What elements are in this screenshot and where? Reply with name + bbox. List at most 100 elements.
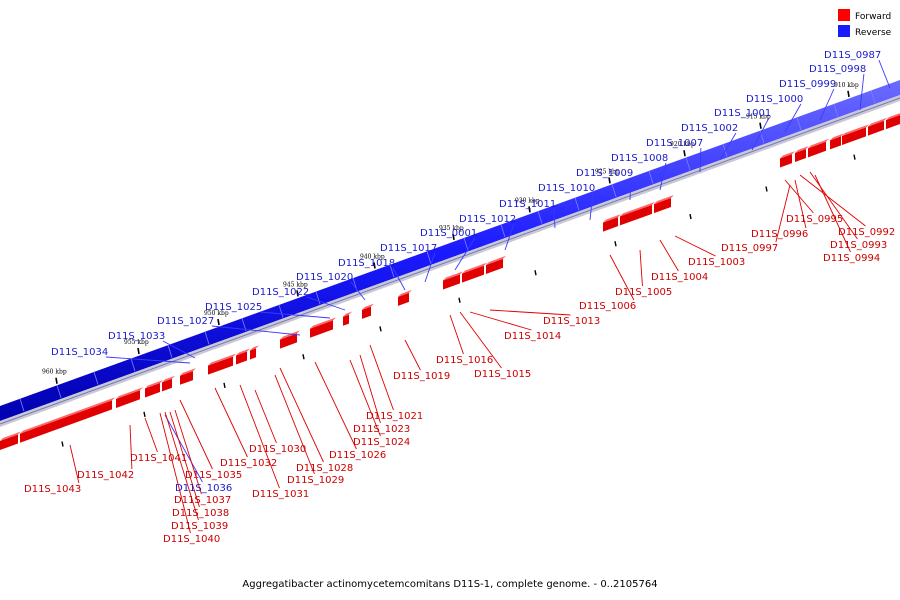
- reverse-gene-boundary: [93, 371, 99, 385]
- gene-label: D11S_1027: [157, 316, 214, 327]
- gene-label-leader: [699, 147, 702, 173]
- gene-label-leader: [878, 59, 891, 89]
- forward-gene: [443, 274, 460, 290]
- tick-mark: [528, 206, 531, 213]
- gene-label: D11S_1028: [296, 463, 353, 474]
- forward-gene: [362, 306, 371, 319]
- gene-label-leader: [784, 103, 802, 133]
- gene-label: D11S_1025: [205, 302, 262, 313]
- gene-label-leader: [674, 235, 716, 257]
- genome-caption: Aggregatibacter actinomycetemcomitans D1…: [242, 579, 657, 590]
- reverse-gene-boundary: [537, 211, 543, 224]
- forward-gene-top: [443, 271, 463, 281]
- gene-label: D11S_1009: [576, 168, 633, 179]
- gene-label: D11S_1024: [353, 437, 410, 448]
- forward-gene: [250, 348, 256, 360]
- forward-gene-top: [343, 311, 352, 317]
- gene-label-leader: [214, 387, 248, 458]
- forward-gene: [868, 120, 884, 136]
- forward-gene: [310, 320, 333, 338]
- forward-gene-top: [208, 353, 236, 366]
- forward-gene: [620, 204, 652, 226]
- forward-gene-top: [162, 375, 175, 383]
- gene-label: D11S_1033: [108, 331, 165, 342]
- tick-label: 930 kbp: [515, 197, 540, 204]
- tick-mark: [853, 154, 856, 160]
- forward-gene-top: [620, 201, 655, 217]
- gene-label: D11S_1019: [393, 371, 450, 382]
- forward-gene-top: [780, 151, 795, 159]
- reverse-gene-boundary: [500, 224, 506, 238]
- gene-label: D11S_1035: [185, 470, 242, 481]
- gene-label: D11S_1018: [338, 258, 395, 269]
- tick-mark: [137, 347, 140, 355]
- forward-gene: [486, 258, 503, 274]
- forward-gene: [116, 390, 140, 408]
- forward-gene: [343, 314, 349, 326]
- forward-gene-top: [310, 317, 336, 329]
- tick-label: 925 kbp: [595, 168, 620, 175]
- gene-label-leader: [392, 267, 406, 291]
- legend: Forward Reverse: [838, 9, 892, 38]
- gene-label-leader: [459, 311, 502, 369]
- reverse-gene-boundary: [19, 398, 25, 412]
- gene-label-leader: [129, 424, 133, 470]
- gene-label-leader: [719, 132, 737, 161]
- forward-gene-top: [830, 133, 844, 141]
- forward-gene: [603, 217, 618, 232]
- gene-label: D11S_0992: [838, 227, 895, 238]
- gene-label: D11S_0994: [823, 253, 880, 264]
- gene-label: D11S_1026: [329, 450, 386, 461]
- gene-label: D11S_1039: [171, 521, 228, 532]
- gene-label-leader: [349, 359, 381, 437]
- reverse-gene-boundary: [463, 237, 469, 251]
- gene-label: D11S_1037: [174, 495, 231, 506]
- gene-label: D11S_1020: [296, 272, 353, 283]
- gene-label-leader: [274, 374, 315, 475]
- forward-gene-top: [250, 345, 259, 351]
- gene-label: D11S_1038: [172, 508, 229, 519]
- reverse-gene-boundary: [426, 251, 432, 265]
- gene-label-leader: [639, 249, 643, 287]
- forward-gene-top: [486, 255, 506, 265]
- gene-label-leader: [164, 411, 199, 521]
- reverse-gene-boundary: [833, 103, 839, 117]
- tick-mark: [847, 90, 850, 97]
- gene-label-leader: [179, 399, 213, 470]
- gene-label-leader: [369, 344, 394, 411]
- forward-gene-top: [886, 113, 900, 121]
- gene-label: D11S_1006: [579, 301, 636, 312]
- gene-label-leader: [449, 314, 464, 355]
- forward-gene-top: [398, 289, 412, 297]
- forward-gene-top: [180, 368, 196, 376]
- scale-ticks: 910 kbp 915 kbp 920 kbp 925 kbp 930 kbp 935 k…: [42, 82, 859, 447]
- forward-gene-top: [842, 124, 869, 137]
- reverse-gene-boundary: [278, 304, 284, 318]
- gene-label-leader: [814, 174, 851, 253]
- reverse-gene-boundary: [796, 117, 802, 130]
- reverse-gene-boundary: [241, 318, 247, 332]
- gene-label: D11S_1043: [24, 484, 81, 495]
- forward-gene: [780, 154, 792, 168]
- forward-gene: [654, 197, 671, 214]
- forward-gene: [795, 149, 806, 163]
- gene-label-leader: [609, 254, 635, 301]
- forward-gene-top: [362, 303, 374, 310]
- gene-label: D11S_0001: [420, 228, 477, 239]
- gene-label: D11S_0999: [779, 79, 836, 90]
- gene-label: D11S_1021: [366, 411, 423, 422]
- reverse-gene-boundary: [611, 184, 617, 197]
- legend-forward-swatch: [838, 9, 850, 21]
- gene-label-leader: [659, 162, 667, 191]
- gene-label: D11S_0998: [809, 64, 866, 75]
- gene-label: D11S_1034: [51, 347, 108, 358]
- gene-label-leader: [794, 179, 807, 229]
- gene-label: D11S_1029: [287, 475, 344, 486]
- label-leaders: [69, 59, 891, 534]
- reverse-gene-boundary: [648, 170, 654, 184]
- tick-mark: [765, 186, 768, 192]
- gene-label: D11S_1012: [459, 214, 516, 225]
- reverse-gene-boundary: [56, 385, 62, 399]
- reverse-gene-boundary: [315, 291, 321, 305]
- forward-gene: [0, 434, 18, 450]
